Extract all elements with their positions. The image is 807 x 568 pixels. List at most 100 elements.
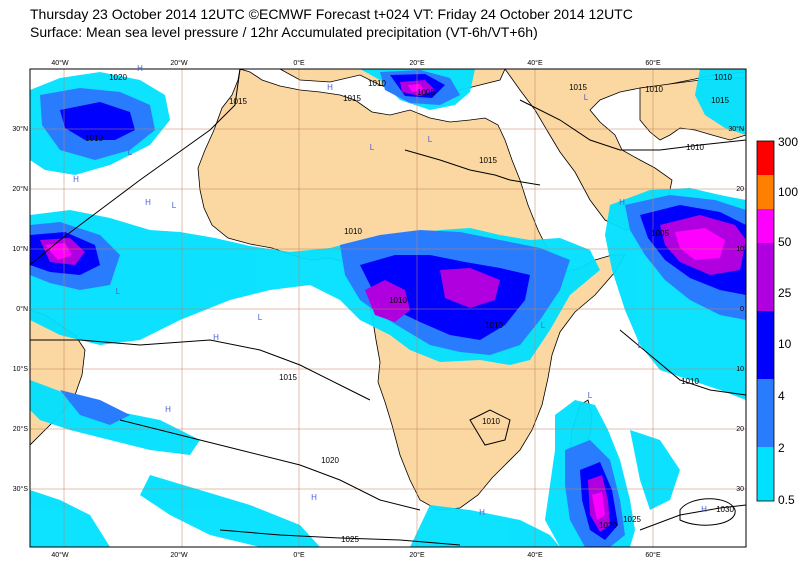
lat-label-right: 10: [736, 366, 744, 373]
isobar-labels: 1020 1015 1010 1005 1015 1010 1015 1010 …: [85, 73, 734, 544]
lat-label-left: 10°N: [12, 245, 28, 253]
lat-label-right: 30: [736, 486, 744, 493]
colorbar-swatch-2: [757, 345, 774, 379]
isobar-label: 1020: [109, 73, 127, 82]
colorbar-label: 10: [778, 337, 792, 351]
isobar-label: 1010: [368, 79, 386, 88]
lat-label-left: 20°N: [12, 185, 28, 193]
colorbar-swatch-cyan: [757, 481, 774, 501]
isobar-label: 1015: [479, 156, 497, 165]
pressure-marker: L: [370, 143, 375, 152]
pressure-marker: L: [128, 148, 133, 157]
top-lon-labels: 40°W 20°W 0°E 20°E 40°E 60°E: [51, 59, 661, 67]
isobar-label: 1015: [279, 373, 297, 382]
colorbar-swatch-1: [757, 379, 774, 413]
pressure-marker: L: [584, 93, 589, 102]
colorbar-label: 0.5: [778, 493, 795, 507]
pressure-marker: H: [701, 505, 707, 514]
chart-title-line-2: Surface: Mean sea level pressure / 12hr …: [30, 24, 538, 40]
isobar-label: 1010: [482, 417, 500, 426]
lat-label-left: 30°N: [12, 125, 28, 133]
isobar-label: 1025: [623, 515, 641, 524]
lat-label-left: 20°S: [13, 425, 29, 433]
lon-label-top: 20°E: [409, 59, 425, 67]
colorbar-label: 100: [778, 185, 798, 199]
colorbar-label: 2: [778, 441, 785, 455]
left-lat-labels: 30°N 20°N 10°N 0°N 10°S 20°S 30°S: [12, 125, 28, 493]
pressure-marker: L: [541, 321, 546, 330]
pressure-marker: H: [137, 64, 143, 73]
colorbar-swatch-50: [757, 209, 774, 243]
isobar-label: 1030: [716, 505, 734, 514]
pressure-markers: H H L H L H L L H L L L H H L L H H H L: [73, 64, 707, 517]
isobar-label: 1010: [714, 73, 732, 82]
arabia-landmass: [504, 69, 746, 231]
colorbar-swatch-lightblue: [757, 447, 774, 481]
lon-label-top: 60°E: [645, 59, 661, 67]
isobar-label: 1005: [651, 229, 669, 238]
isobar-label: 1010: [485, 321, 503, 330]
lat-label-right: 20: [736, 186, 744, 193]
pressure-marker: L: [638, 341, 643, 350]
lat-label-right: 20: [736, 426, 744, 433]
precip-extreme: [45, 84, 725, 520]
lon-label-bottom: 60°E: [645, 551, 661, 559]
pressure-marker: L: [116, 287, 121, 296]
isobar-label: 1020: [321, 456, 339, 465]
colorbar-label: 50: [778, 235, 792, 249]
pressure-marker: L: [258, 313, 263, 322]
colorbar-label: 25: [778, 286, 792, 300]
isobar-label: 1015: [569, 83, 587, 92]
lon-label-top: 20°W: [170, 59, 188, 67]
pressure-marker: L: [428, 135, 433, 144]
lat-label-left: 0°N: [16, 305, 28, 313]
isobar-label: 1015: [229, 97, 247, 106]
pressure-marker: L: [588, 391, 593, 400]
isobar-label: 1010: [85, 134, 103, 143]
lon-label-top: 40°E: [527, 59, 543, 67]
chart-title-line-1: Thursday 23 October 2014 12UTC ©ECMWF Fo…: [30, 6, 633, 22]
colorbar-swatch-0: [757, 413, 774, 447]
colorbar-label: 300: [778, 135, 798, 149]
colorbar-label: 4: [778, 389, 785, 403]
isobar-label: 1025: [341, 535, 359, 544]
lon-label-bottom: 40°E: [527, 551, 543, 559]
isobar-label: 1010: [389, 296, 407, 305]
isobar-label: 1015: [343, 94, 361, 103]
lon-label-top: 40°W: [51, 59, 69, 67]
isobar-label: 1015: [711, 96, 729, 105]
pressure-marker: H: [619, 198, 625, 207]
colorbar-swatch-10: [757, 277, 774, 311]
lat-label-left: 30°S: [13, 485, 29, 493]
isobar-label: 1010: [686, 143, 704, 152]
right-lat-labels: 30°N 20 10 0 10 20 30: [728, 125, 744, 493]
lon-label-bottom: 0°E: [293, 551, 305, 559]
lon-label-bottom: 20°W: [170, 551, 188, 559]
isobar-label: 1010: [344, 227, 362, 236]
colorbar-frame: [756, 140, 775, 502]
pressure-marker: H: [73, 175, 79, 184]
colorbar-swatch-25: [757, 243, 774, 277]
isobar-label: 1010: [681, 377, 699, 386]
lon-label-bottom: 20°E: [409, 551, 425, 559]
lat-label-right: 0: [740, 306, 744, 313]
lon-label-top: 0°E: [293, 59, 305, 67]
lat-label-right: 10: [736, 246, 744, 253]
pressure-marker: H: [145, 198, 151, 207]
pressure-marker: H: [327, 83, 333, 92]
pressure-marker: L: [172, 201, 177, 210]
isobars: [30, 69, 746, 546]
colorbar-swatch-300: [757, 141, 774, 175]
pressure-marker: H: [311, 493, 317, 502]
isobar-label: 1005: [417, 88, 435, 97]
colorbar-swatch-100: [757, 175, 774, 209]
pressure-marker: H: [213, 333, 219, 342]
pressure-marker: H: [165, 405, 171, 414]
precip-colorbar: 300 100 50 25 10 4 2 0.5: [756, 135, 798, 507]
isobar-label: 1010: [645, 85, 663, 94]
graticule: [30, 69, 746, 547]
isobar-label: 1020: [599, 521, 617, 530]
lat-label-right: 30°N: [728, 125, 744, 133]
pressure-marker: H: [479, 508, 485, 517]
